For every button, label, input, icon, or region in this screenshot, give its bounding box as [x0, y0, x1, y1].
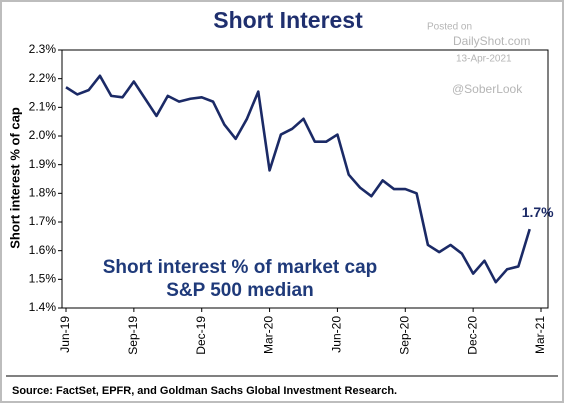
watermark: Posted on [427, 22, 472, 33]
watermark: @SoberLook [452, 82, 523, 96]
x-tick-label: Jun-19 [58, 316, 72, 353]
watermark: 13-Apr-2021 [456, 54, 512, 65]
x-tick-label: Mar-21 [533, 316, 547, 354]
x-tick-label: Sep-20 [397, 316, 411, 355]
x-tick-label: Dec-19 [194, 316, 208, 355]
y-tick-label: 1.6% [29, 243, 57, 257]
annotation: S&P 500 median [166, 280, 314, 301]
annotation: Short interest % of market cap [103, 257, 378, 278]
y-tick-label: 1.9% [29, 157, 57, 171]
y-tick-label: 2.0% [29, 128, 57, 142]
y-tick-label: 1.7% [29, 214, 57, 228]
chart-title: Short Interest [213, 7, 363, 33]
y-tick-label: 1.5% [29, 272, 57, 286]
x-tick-label: Sep-19 [126, 316, 140, 355]
y-tick-label: 2.1% [29, 100, 57, 114]
x-tick-label: Dec-20 [465, 316, 479, 355]
y-tick-label: 2.2% [29, 71, 57, 85]
y-axis-label: Short interest % of cap [7, 107, 22, 249]
line [65, 74, 531, 284]
y-tick-label: 1.8% [29, 186, 57, 200]
y-tick-label: 1.4% [29, 300, 57, 314]
watermark: DailyShot.com [453, 34, 530, 48]
plot-frame [61, 49, 549, 309]
x-tick-label: Jun-20 [330, 316, 344, 353]
source: Source: FactSet, EPFR, and Goldman Sachs… [12, 385, 397, 397]
y-tick-label: 2.3% [29, 42, 57, 56]
x-tick-label: Mar-20 [262, 316, 276, 354]
data-label: 1.7% [522, 204, 554, 220]
